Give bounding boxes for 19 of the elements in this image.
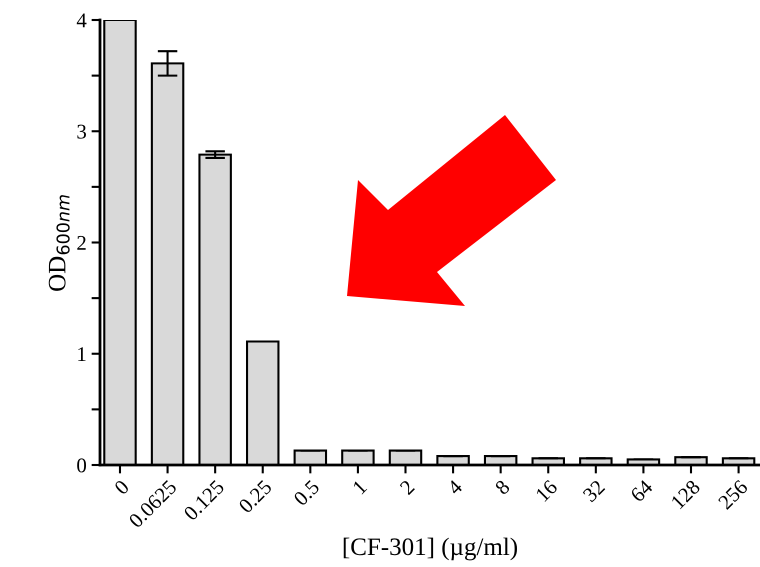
x-tick-label: 2 [399,479,415,496]
x-tick-label: 128 [670,479,701,510]
y-tick-label: 2 [77,236,86,250]
x-tick-label: 8 [494,479,510,496]
y-tick-label: 1 [78,347,86,361]
x-tick-label: 16 [535,479,558,502]
x-tick-label: 1 [352,480,368,494]
y-axis-title: OD$_{600nm}$ [48,195,70,291]
x-tick-label: 0.25 [238,479,273,514]
x-axis-title: [CF-301] (µg/ml) [344,538,517,560]
x-tick-label: 0.5 [292,479,320,506]
x-tick-label: 0 [114,479,130,496]
y-tick-label: 4 [76,14,86,28]
y-tick-label: 0 [77,458,86,472]
x-tick-label: 4 [446,478,464,496]
y-tick-label: 3 [77,124,86,139]
x-tick-label: 256 [718,479,749,510]
x-tick-label: 32 [582,479,606,503]
x-tick-label: 64 [630,478,654,503]
